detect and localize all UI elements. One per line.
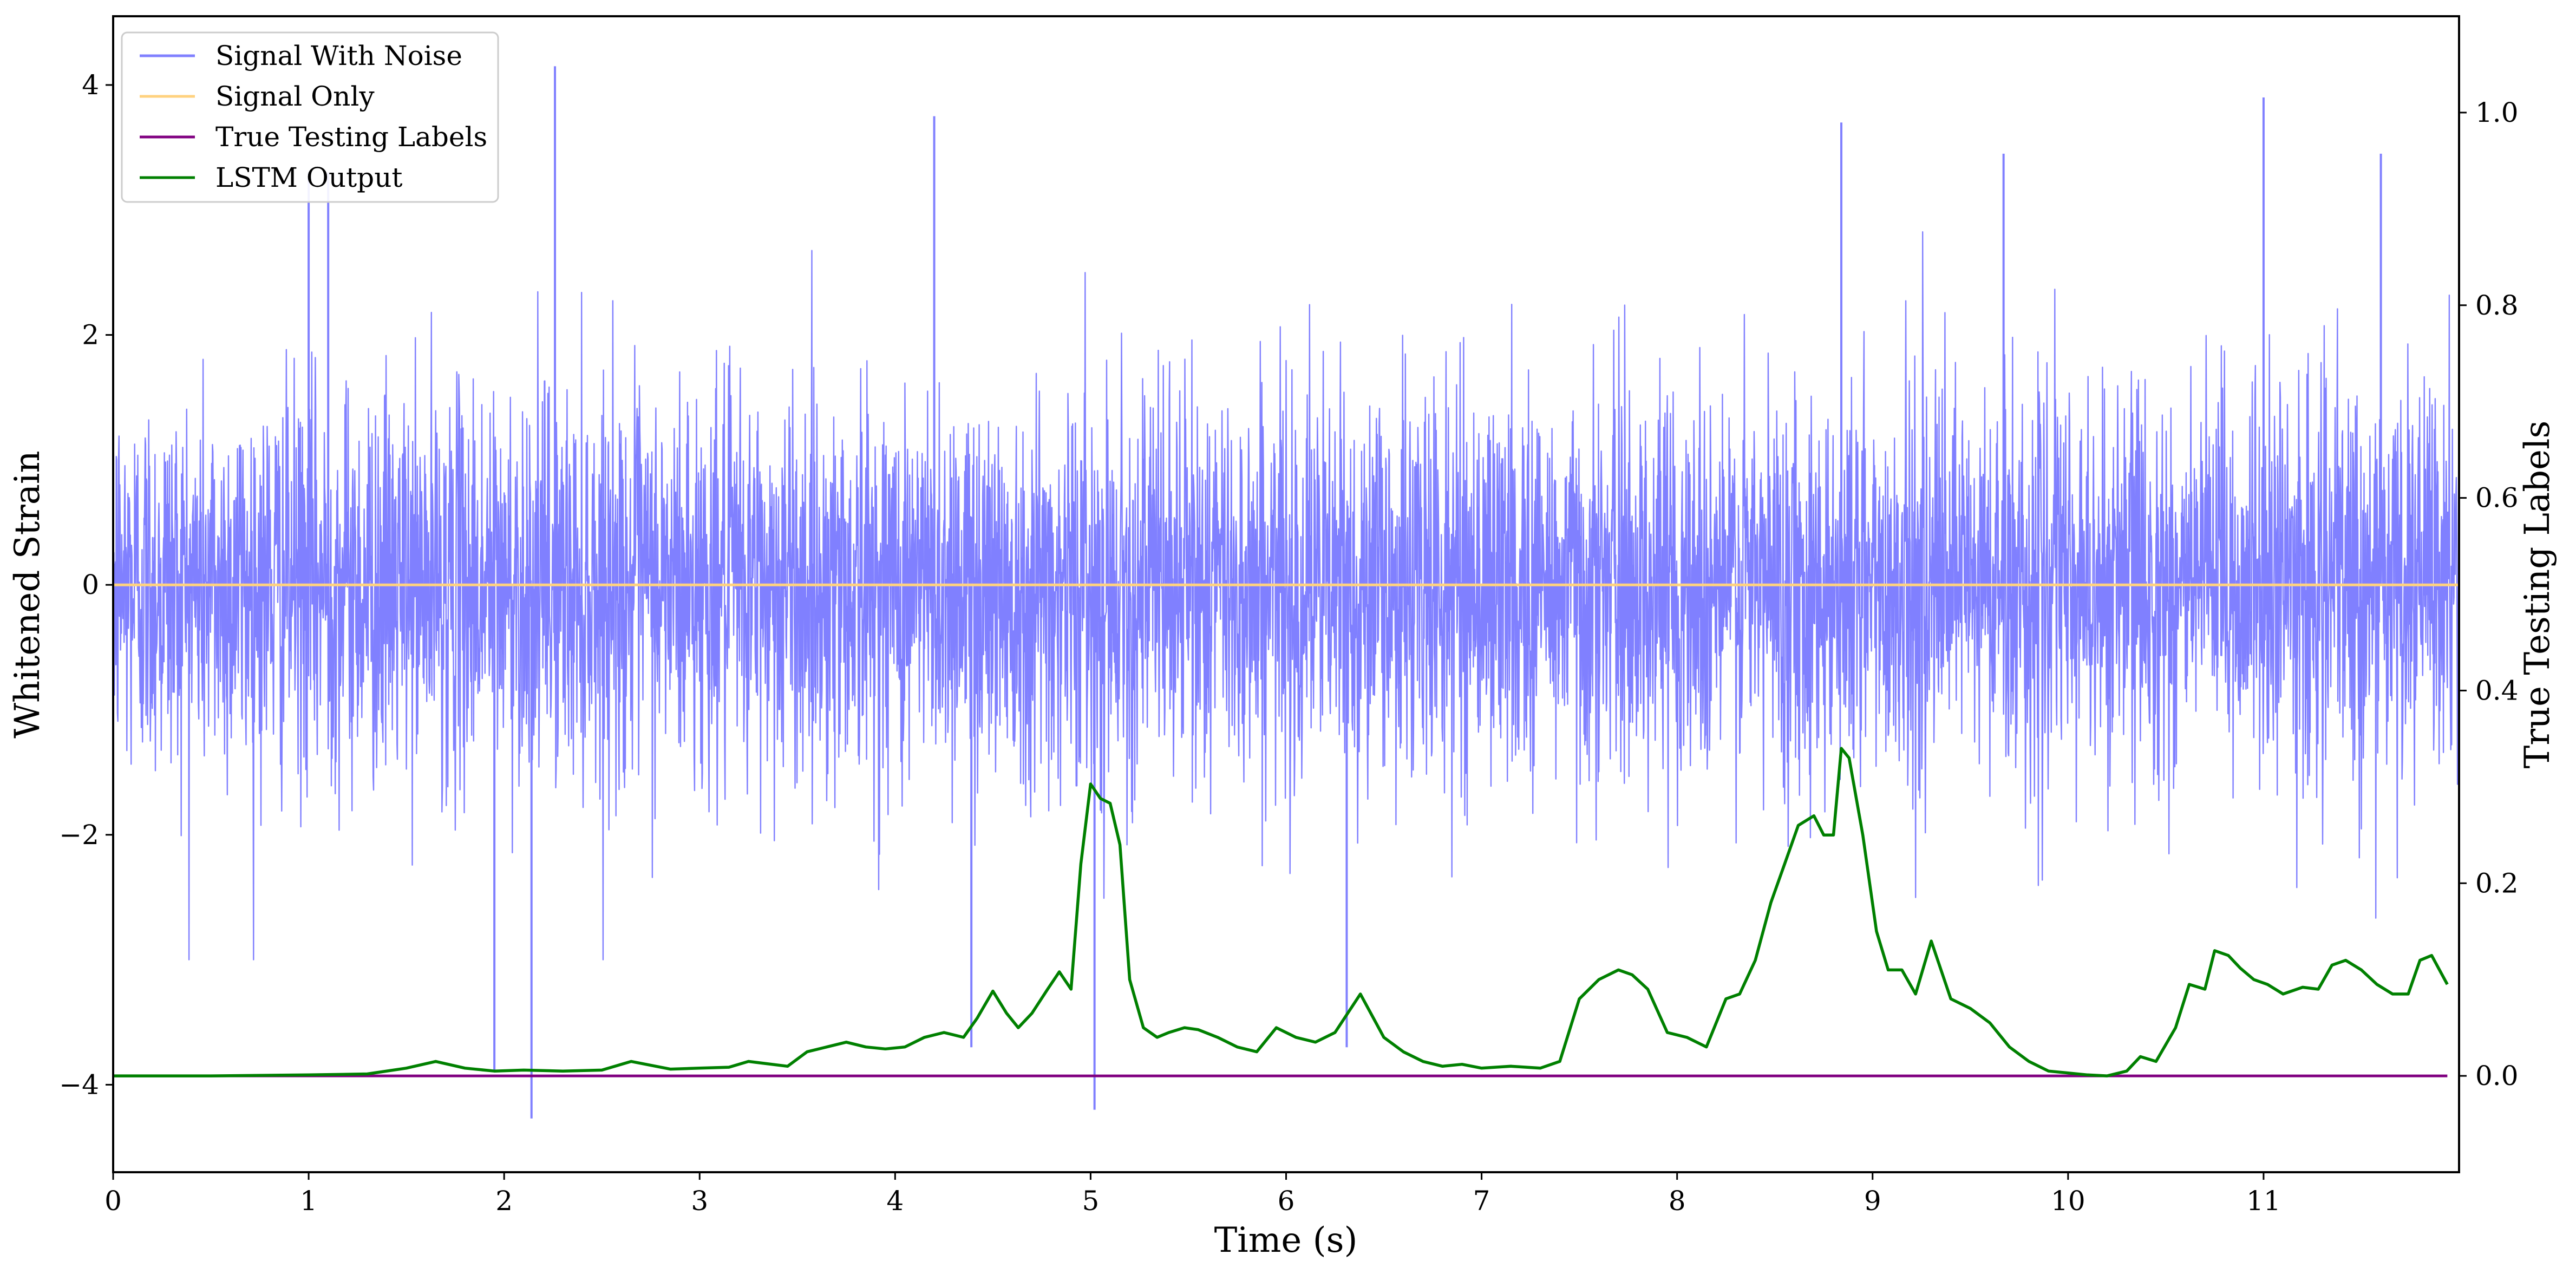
- x-tick-label: 7: [1473, 1185, 1490, 1217]
- x-tick-label: 2: [495, 1185, 513, 1217]
- y2-tick-label: 0.2: [2475, 867, 2519, 899]
- x-tick-label: 8: [1669, 1185, 1686, 1217]
- x-tick-label: 6: [1278, 1185, 1295, 1217]
- y-axis-title: Whitened Strain: [8, 450, 48, 738]
- x-tick-label: 9: [1864, 1185, 1881, 1217]
- x-tick-label: 11: [2246, 1185, 2281, 1217]
- x-tick-label: 1: [300, 1185, 317, 1217]
- x-axis-title: Time (s): [1214, 1220, 1358, 1260]
- y-tick-label: 4: [82, 69, 99, 101]
- y2-axis-title: True Testing Labels: [2518, 421, 2558, 769]
- y-tick-label: −2: [59, 819, 99, 851]
- x-tick-label: 4: [886, 1185, 904, 1217]
- series-lstm-output: [113, 747, 2449, 1077]
- x-axis: 0 1 2 3 4 5 6 7 8 9 10 11: [104, 1172, 2281, 1217]
- y2-tick-label: 0.4: [2475, 675, 2519, 706]
- legend-box: [121, 31, 499, 203]
- noise-line: [113, 231, 2459, 961]
- lstm-output-line: [113, 747, 2449, 1077]
- y2-tick-label: 0.0: [2475, 1060, 2519, 1092]
- y-axis-left: −4 −2 0 2 4: [59, 69, 113, 1100]
- y2-tick-label: 0.8: [2475, 290, 2519, 321]
- legend: Signal With Noise Signal Only True Testi…: [121, 31, 499, 203]
- series-signal-with-noise: [113, 66, 2459, 1119]
- legend-label-signal-only: Signal Only: [215, 81, 375, 112]
- y2-tick-label: 1.0: [2475, 97, 2519, 128]
- y-tick-label: 0: [82, 569, 99, 600]
- x-tick-label: 3: [691, 1185, 708, 1217]
- legend-label-lstm-output: LSTM Output: [215, 162, 402, 193]
- legend-label-signal-with-noise: Signal With Noise: [215, 40, 462, 71]
- legend-label-true-testing-labels: True Testing Labels: [215, 121, 487, 153]
- x-tick-label: 10: [2051, 1185, 2085, 1217]
- y2-tick-label: 0.6: [2475, 482, 2519, 514]
- x-tick-label: 5: [1082, 1185, 1100, 1217]
- x-tick-label: 0: [104, 1185, 122, 1217]
- y-tick-label: 2: [82, 319, 99, 351]
- y-axis-right: 0.0 0.2 0.4 0.6 0.8 1.0: [2459, 97, 2519, 1092]
- y-tick-label: −4: [59, 1069, 99, 1100]
